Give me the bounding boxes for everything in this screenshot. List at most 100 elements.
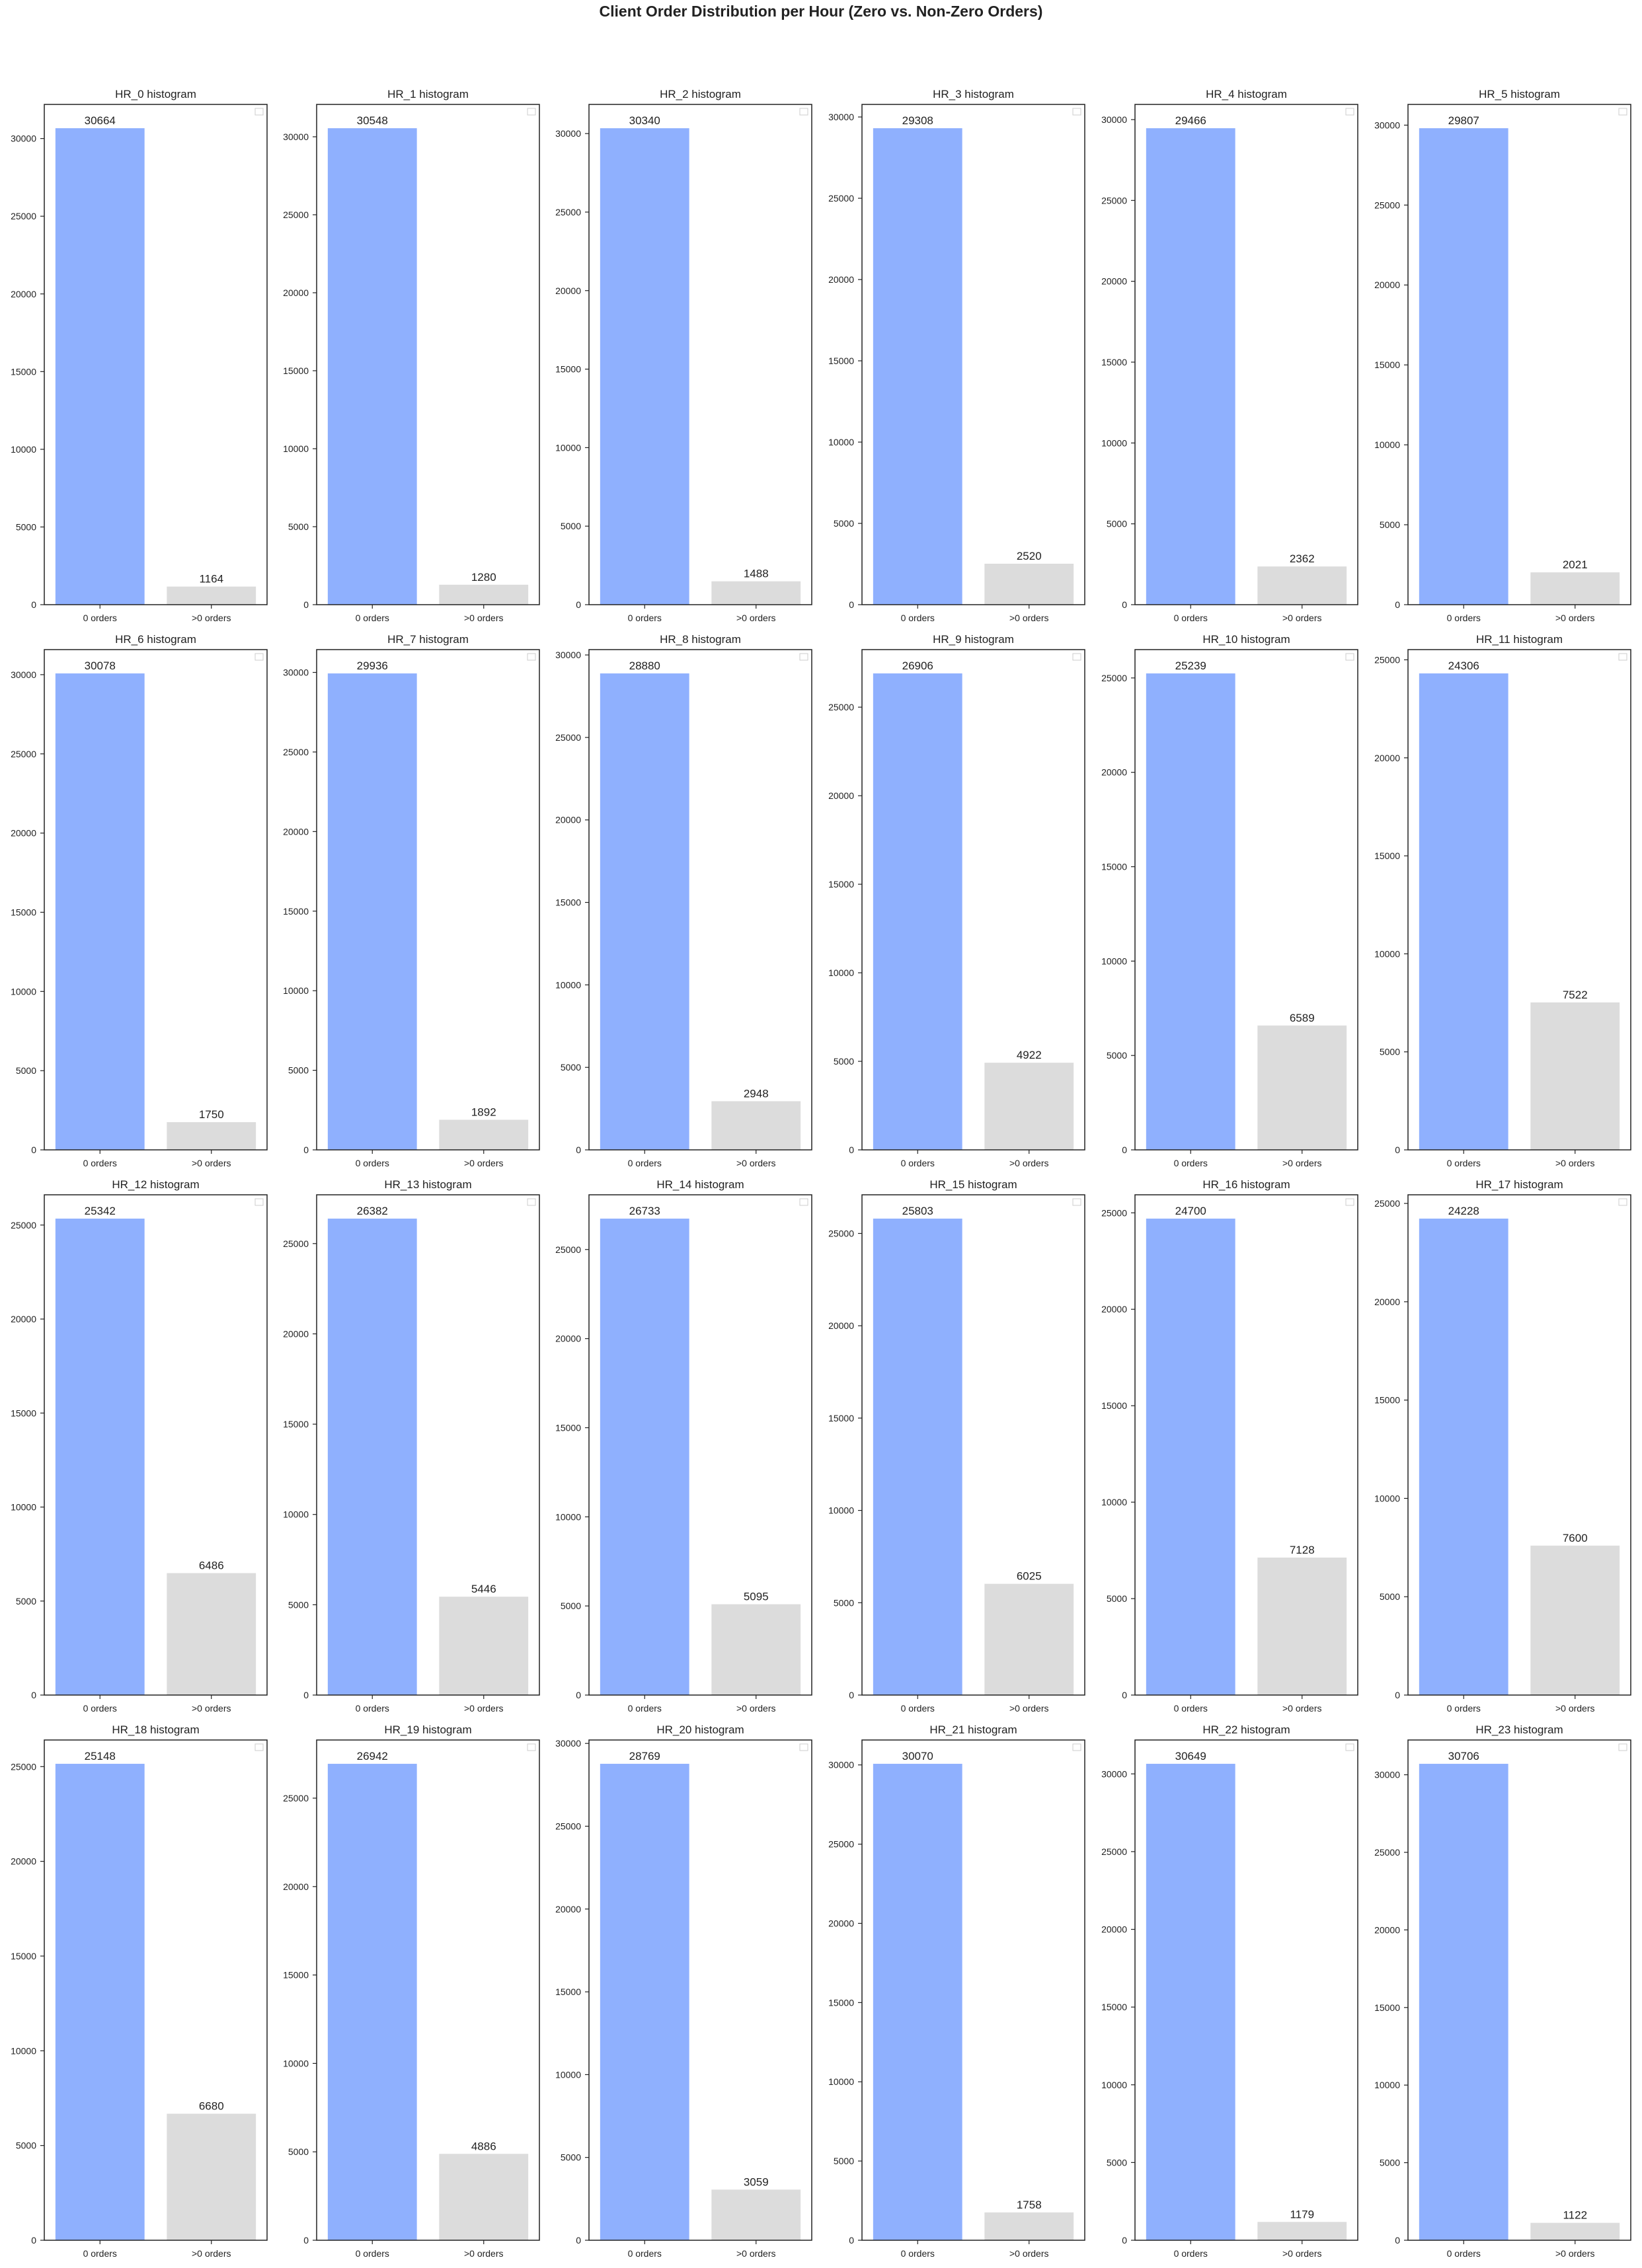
subplot-hr-23: HR_23 histogram 0 5000 10000 15000 20000 25000… bbox=[1374, 1723, 1631, 2259]
bar-value-label: 29807 bbox=[1448, 114, 1479, 127]
y-tick-label: 0 bbox=[576, 1690, 581, 1700]
axes-frame bbox=[316, 104, 540, 605]
y-tick-label: 25000 bbox=[283, 1793, 309, 1803]
y-tick-label: 15000 bbox=[283, 365, 309, 376]
y-tick-label: 0 bbox=[849, 2235, 854, 2246]
bar-zero-orders bbox=[327, 1764, 417, 2240]
axes-frame bbox=[1407, 649, 1631, 1151]
y-tick-label: 20000 bbox=[283, 826, 309, 837]
axes-frame bbox=[44, 649, 268, 1151]
y-tick-label: 15000 bbox=[1374, 359, 1400, 370]
bar-value-label: 1488 bbox=[744, 568, 769, 580]
bar-zero-orders bbox=[1146, 1764, 1235, 2240]
y-tick-label: 25000 bbox=[1374, 200, 1400, 210]
axes-frame bbox=[588, 649, 812, 1151]
x-tick-label: 0 orders bbox=[83, 1703, 117, 1714]
y-tick-label: 0 bbox=[849, 1690, 854, 1700]
axes-frame bbox=[1134, 104, 1358, 605]
bar-value-label: 1122 bbox=[1563, 2209, 1587, 2222]
subplot-title: HR_6 histogram bbox=[115, 633, 196, 646]
x-tick-label: 0 orders bbox=[628, 613, 662, 623]
bar-zero-orders bbox=[327, 673, 417, 1150]
y-tick-label: 5000 bbox=[561, 1601, 581, 1611]
bar-value-label: 25803 bbox=[902, 1205, 933, 1217]
y-tick-label: 25000 bbox=[283, 209, 309, 220]
bar-nonzero-orders bbox=[167, 1122, 256, 1150]
legend-box bbox=[799, 108, 808, 116]
bar-nonzero-orders bbox=[984, 1583, 1074, 1695]
y-tick-label: 5000 bbox=[16, 1596, 36, 1606]
bar-value-label: 30548 bbox=[357, 114, 388, 127]
y-tick-label: 20000 bbox=[1374, 753, 1400, 763]
y-tick-label: 15000 bbox=[283, 1970, 309, 1981]
y-tick-label: 10000 bbox=[11, 986, 36, 997]
y-tick-label: 20000 bbox=[1374, 1924, 1400, 1935]
y-tick-label: 5000 bbox=[1107, 1050, 1127, 1061]
y-tick-label: 0 bbox=[303, 599, 309, 610]
y-tick-label: 10000 bbox=[1374, 439, 1400, 450]
legend-box bbox=[1345, 653, 1354, 661]
y-tick-label: 25000 bbox=[555, 1821, 581, 1831]
x-tick-label: 0 orders bbox=[1174, 2248, 1208, 2259]
bar-nonzero-orders bbox=[439, 2154, 529, 2240]
x-tick-label: >0 orders bbox=[1009, 1703, 1049, 1714]
y-tick-label: 10000 bbox=[828, 967, 854, 978]
bar-value-label: 7600 bbox=[1563, 1532, 1588, 1544]
bar-zero-orders bbox=[600, 1219, 689, 1695]
bar-value-label: 4922 bbox=[1017, 1049, 1042, 1061]
subplot-title: HR_23 histogram bbox=[1475, 1723, 1563, 1736]
bar-nonzero-orders bbox=[984, 2212, 1074, 2240]
subplot-hr-4: HR_4 histogram 0 5000 10000 15000 20000 25000 3… bbox=[1101, 88, 1358, 623]
x-tick-label: >0 orders bbox=[192, 1158, 231, 1168]
y-tick-label: 10000 bbox=[283, 2058, 309, 2068]
bar-value-label: 7128 bbox=[1290, 1544, 1315, 1556]
x-tick-label: 0 orders bbox=[356, 613, 389, 623]
y-tick-label: 0 bbox=[303, 1145, 309, 1155]
y-tick-label: 20000 bbox=[11, 828, 36, 839]
x-tick-label: 0 orders bbox=[901, 1158, 935, 1168]
subplot-title: HR_3 histogram bbox=[933, 88, 1014, 100]
y-tick-label: 15000 bbox=[828, 1997, 854, 2008]
bar-value-label: 1750 bbox=[199, 1108, 224, 1121]
bar-value-label: 30649 bbox=[1175, 1750, 1206, 1762]
y-tick-label: 20000 bbox=[828, 790, 854, 801]
subplot-title: HR_5 histogram bbox=[1479, 88, 1560, 100]
y-tick-label: 10000 bbox=[555, 1511, 581, 1522]
legend-box bbox=[1618, 1743, 1627, 1751]
bar-value-label: 30664 bbox=[85, 114, 116, 127]
axes-frame bbox=[316, 1194, 540, 1696]
x-tick-label: >0 orders bbox=[1555, 1703, 1595, 1714]
y-tick-label: 5000 bbox=[834, 2156, 854, 2166]
y-tick-label: 15000 bbox=[1101, 862, 1127, 872]
bar-value-label: 29308 bbox=[902, 114, 933, 127]
subplot-title: HR_13 histogram bbox=[384, 1178, 471, 1191]
bar-nonzero-orders bbox=[984, 564, 1074, 605]
bar-value-label: 2948 bbox=[744, 1087, 769, 1100]
y-tick-label: 30000 bbox=[11, 133, 36, 144]
x-tick-label: >0 orders bbox=[736, 613, 776, 623]
x-tick-label: >0 orders bbox=[464, 1703, 504, 1714]
subplot-title: HR_21 histogram bbox=[929, 1723, 1017, 1736]
bar-nonzero-orders bbox=[1530, 572, 1620, 605]
y-tick-label: 15000 bbox=[1374, 2002, 1400, 2013]
y-tick-label: 10000 bbox=[1374, 948, 1400, 959]
y-tick-label: 20000 bbox=[555, 1334, 581, 1344]
subplot-title: HR_2 histogram bbox=[660, 88, 741, 100]
y-tick-label: 30000 bbox=[555, 128, 581, 139]
legend-box bbox=[1345, 108, 1354, 116]
bar-zero-orders bbox=[873, 1219, 962, 1695]
bar-nonzero-orders bbox=[984, 1063, 1074, 1150]
y-tick-label: 10000 bbox=[1374, 1493, 1400, 1503]
legend-box bbox=[1618, 108, 1627, 116]
y-tick-label: 10000 bbox=[11, 444, 36, 455]
y-tick-label: 10000 bbox=[1374, 2080, 1400, 2090]
subplot-title: HR_15 histogram bbox=[929, 1178, 1017, 1191]
y-tick-label: 15000 bbox=[1101, 2002, 1127, 2012]
bar-value-label: 29936 bbox=[357, 660, 388, 672]
axes-frame bbox=[44, 104, 268, 605]
y-tick-label: 0 bbox=[849, 599, 854, 610]
axes-frame bbox=[1134, 1739, 1358, 2241]
y-tick-label: 25000 bbox=[828, 1839, 854, 1850]
x-tick-label: 0 orders bbox=[901, 613, 935, 623]
y-tick-label: 0 bbox=[576, 1145, 581, 1155]
